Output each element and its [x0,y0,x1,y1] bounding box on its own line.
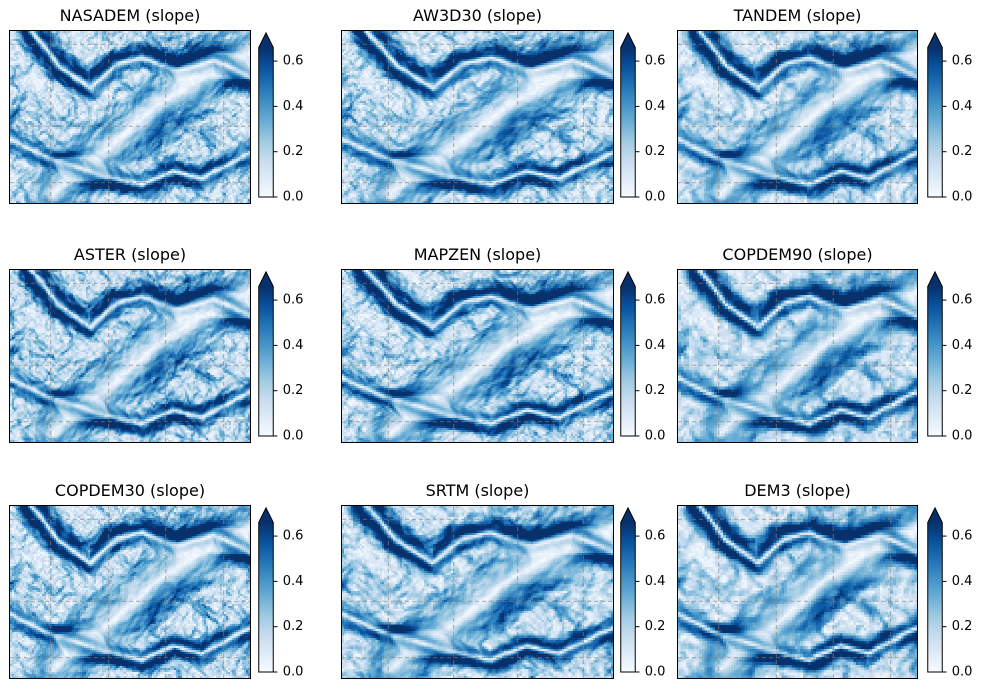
colorbar-tick-label: 0.6 [283,54,304,69]
colorbar-tick-label: 0.2 [645,383,666,398]
colorbar-tick-label: 0.6 [645,54,666,69]
colorbar-tick-label: 0.6 [952,529,973,544]
colorbar: 0.0 0.2 0.4 0.6 [620,506,666,680]
colorbar: 0.0 0.2 0.4 0.6 [258,270,304,444]
panel-title: COPDEM90 (slope) [722,245,873,264]
colorbar-tick-label: 0.2 [645,619,666,634]
colorbar-tick-label: 0.4 [952,338,973,353]
slope-map-canvas [341,30,614,204]
slope-map-canvas [677,269,918,443]
colorbar-tick-label: 0.4 [952,574,973,589]
colorbar-body [620,31,636,198]
colorbar-tick-label: 0.2 [952,383,973,398]
colorbar-body [620,506,636,673]
colorbar-tick-label: 0.0 [952,665,973,680]
colorbar-tick-label: 0.0 [283,429,304,444]
slope-map-canvas [9,505,251,679]
panel-title: ASTER (slope) [73,245,187,264]
colorbar-body [927,31,943,198]
colorbar-tick-label: 0.6 [952,54,973,69]
colorbar: 0.0 0.2 0.4 0.6 [620,270,666,444]
colorbar-tick-label: 0.6 [952,293,973,308]
slope-map-canvas [341,269,614,443]
panel-title: SRTM (slope) [425,481,530,500]
panel-title: COPDEM30 (slope) [54,481,206,500]
colorbar-tick-label: 0.2 [283,619,304,634]
colorbar-body [258,506,274,673]
panel-title: DEM3 (slope) [744,481,851,500]
slope-map-canvas [677,505,918,679]
colorbar-tick-label: 0.0 [952,429,973,444]
colorbar-tick-label: 0.4 [283,338,304,353]
colorbar-tick-label: 0.4 [645,574,666,589]
colorbar-body [258,31,274,198]
colorbar: 0.0 0.2 0.4 0.6 [258,31,304,205]
colorbar-tick-label: 0.4 [645,99,666,114]
colorbar-tick-label: 0.4 [645,338,666,353]
colorbar-body [620,270,636,437]
colorbar-tick-label: 0.2 [952,144,973,159]
panel-title: AW3D30 (slope) [413,6,542,25]
colorbar: 0.0 0.2 0.4 0.6 [927,31,973,205]
colorbar-tick-label: 0.6 [645,293,666,308]
colorbar-tick-label: 0.0 [645,665,666,680]
colorbar-tick-label: 0.4 [952,99,973,114]
colorbar-tick-label: 0.2 [952,619,973,634]
colorbar-body [258,270,274,437]
colorbar: 0.0 0.2 0.4 0.6 [927,270,973,444]
colorbar: 0.0 0.2 0.4 0.6 [927,506,973,680]
colorbar-tick-label: 0.4 [283,99,304,114]
panel-title: MAPZEN (slope) [413,245,542,264]
colorbar-tick-label: 0.6 [283,529,304,544]
colorbar-tick-label: 0.6 [283,293,304,308]
slope-map-canvas [9,269,251,443]
panel-title: NASADEM (slope) [59,6,201,25]
colorbar-tick-label: 0.0 [283,190,304,205]
colorbar-body [927,506,943,673]
slope-map-canvas [677,30,918,204]
slope-map-canvas [341,505,614,679]
panel-title: TANDEM (slope) [733,6,862,25]
colorbar-body [927,270,943,437]
colorbar-tick-label: 0.2 [645,144,666,159]
colorbar-tick-label: 0.0 [645,429,666,444]
colorbar-tick-label: 0.2 [283,383,304,398]
colorbar-tick-label: 0.0 [283,665,304,680]
colorbar-tick-label: 0.2 [283,144,304,159]
slope-map-canvas [9,30,251,204]
colorbar: 0.0 0.2 0.4 0.6 [258,506,304,680]
colorbar-tick-label: 0.0 [952,190,973,205]
colorbar-tick-label: 0.4 [283,574,304,589]
colorbar-tick-label: 0.0 [645,190,666,205]
colorbar: 0.0 0.2 0.4 0.6 [620,31,666,205]
colorbar-tick-label: 0.6 [645,529,666,544]
